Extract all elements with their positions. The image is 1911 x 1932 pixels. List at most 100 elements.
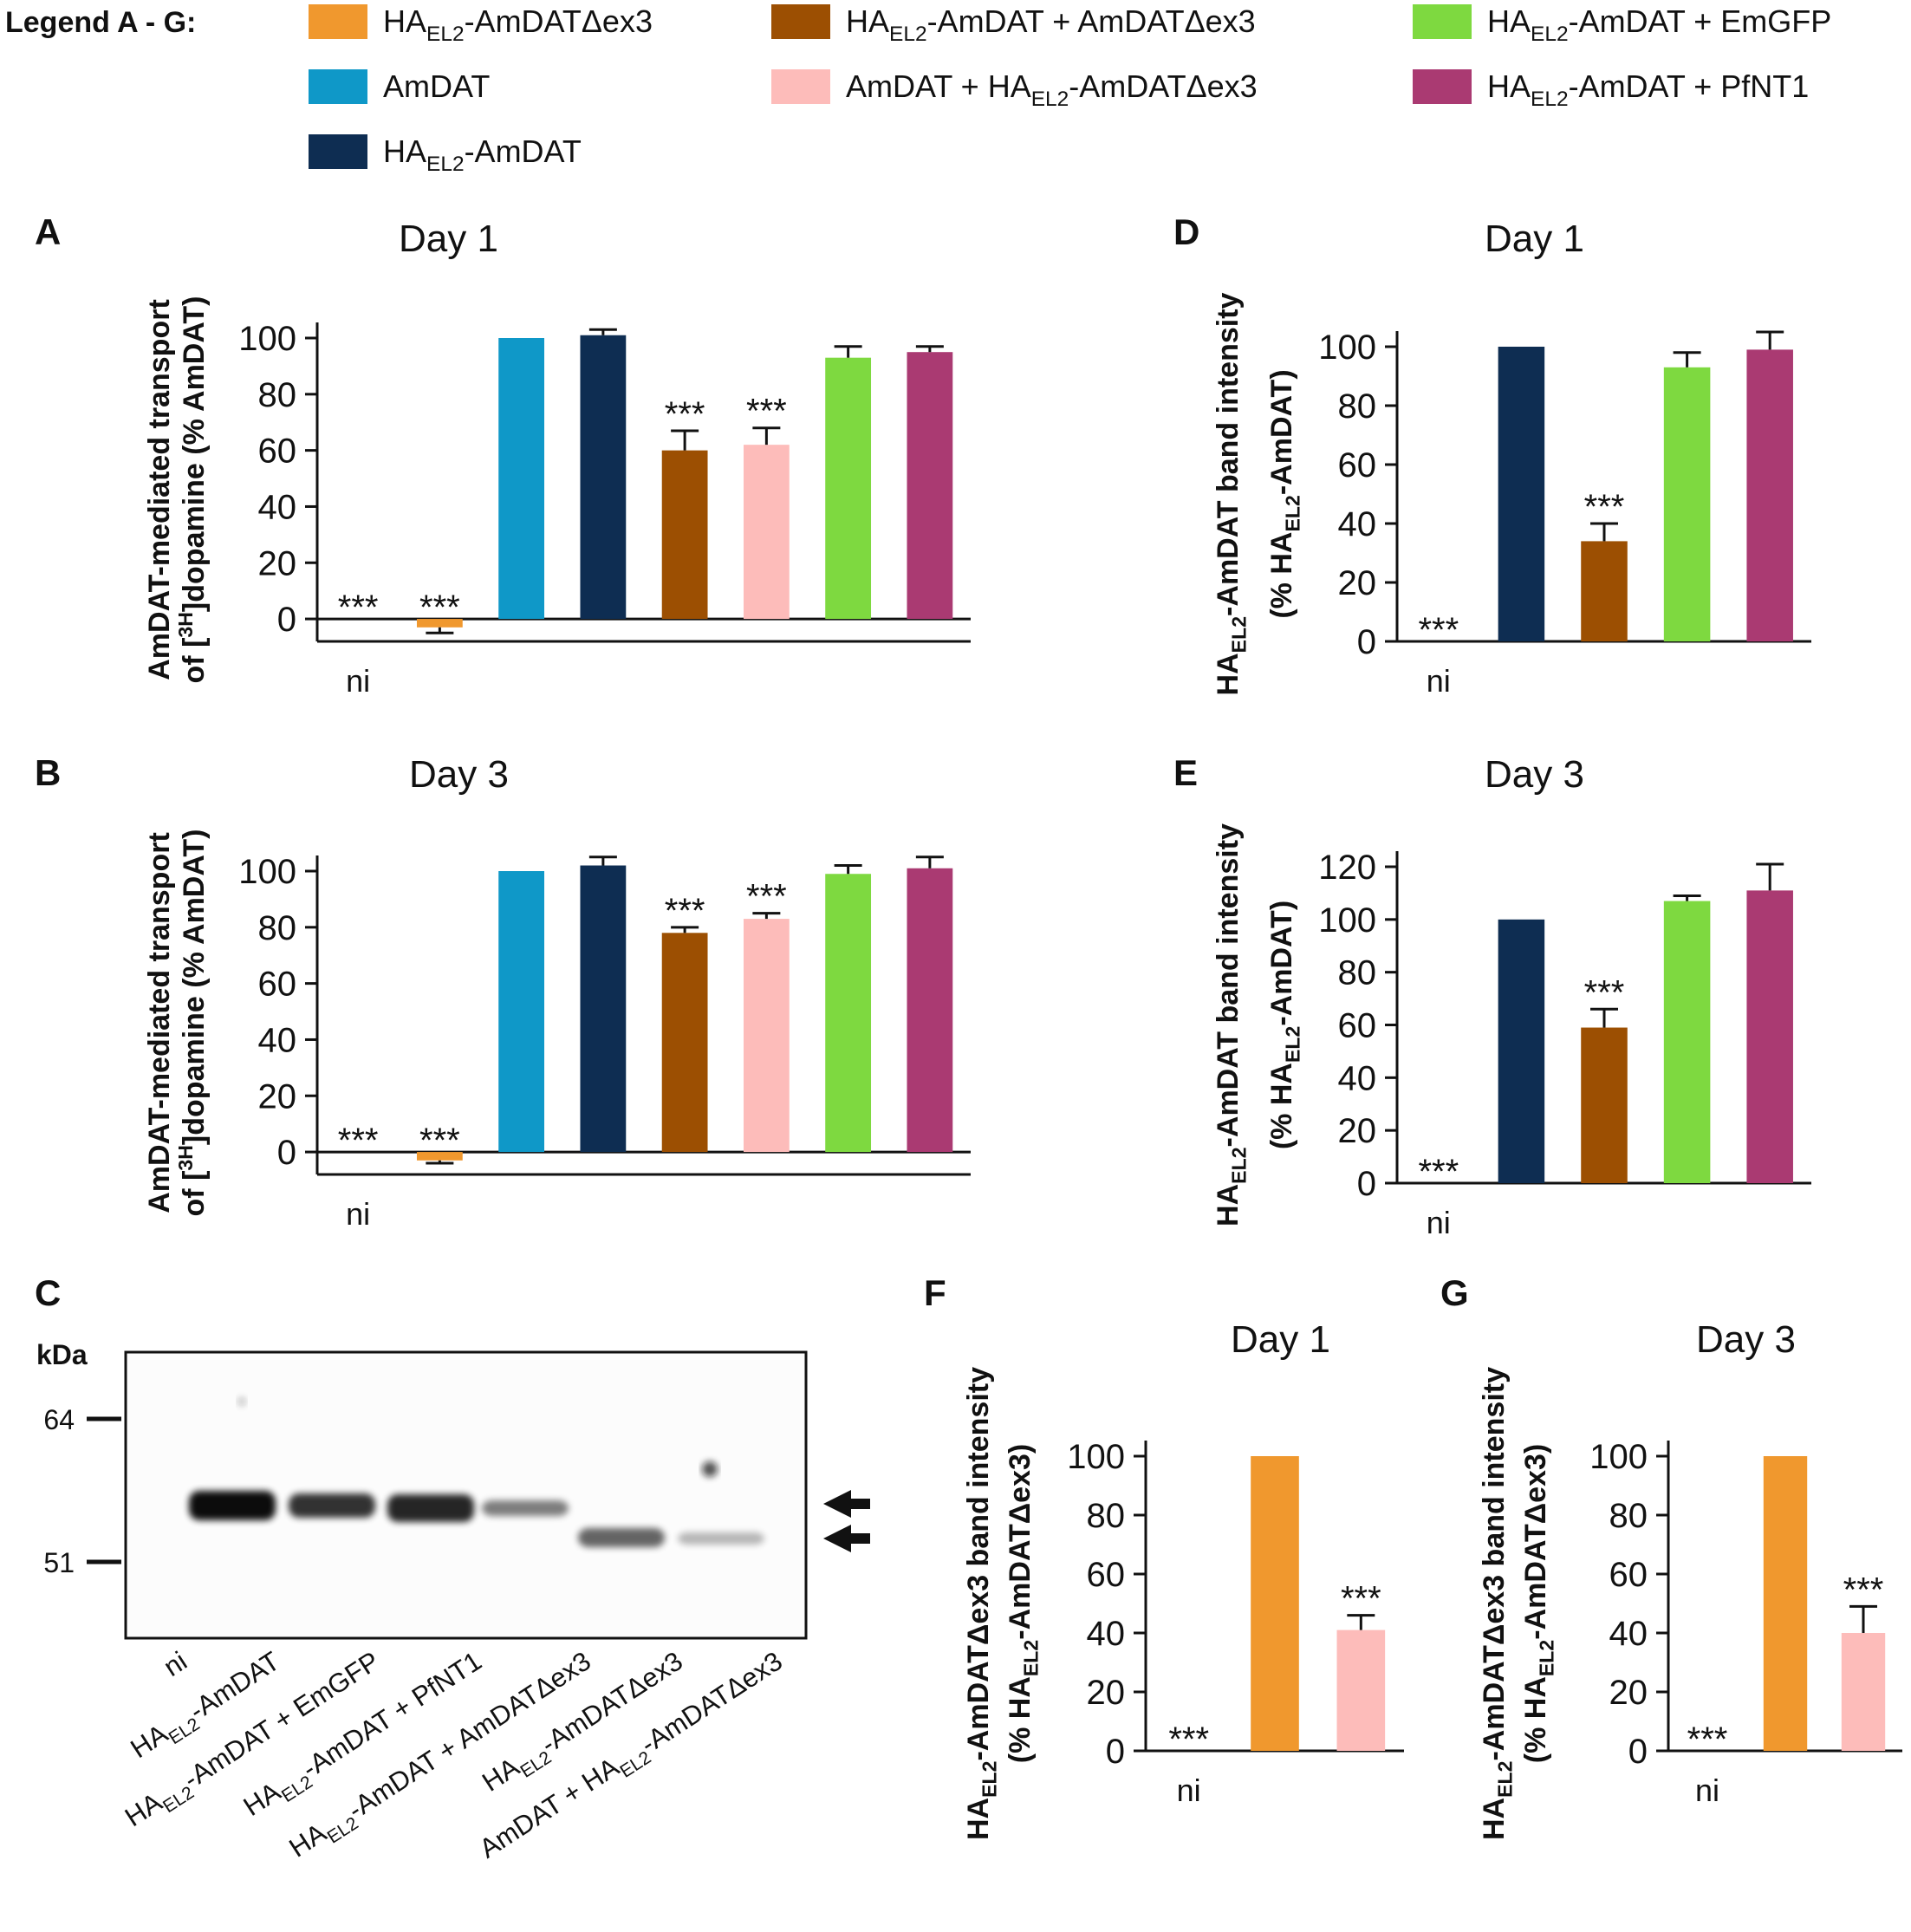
y-tick-label: 40	[258, 488, 297, 526]
legend-swatch-s7	[1413, 69, 1472, 104]
significance-ni: ***	[338, 1122, 379, 1160]
significance-ni: ***	[1687, 1721, 1728, 1759]
y-axis-label: HAEL2-AmDAT band intensity	[1212, 823, 1251, 1226]
bar-ha-el2-amdat-emgfp	[825, 357, 872, 620]
panel-d: D Day 1 0 20 40 60 80 100 *** ni *** HAEL2-AmDAT ba…	[1173, 211, 1811, 699]
panel-letter-d: D	[1173, 211, 1199, 252]
legend-swatch-s5	[771, 69, 830, 104]
legend-title: Legend A - G:	[5, 6, 196, 39]
significance-ha-el2-amdat-amdat-ex3: ***	[665, 892, 705, 930]
bar-ha-el2-amdat-emgfp	[1663, 367, 1711, 641]
y-axis-label: (% HAEL2-AmDATΔex3)	[1519, 1444, 1558, 1763]
bar-amdat-ha-el2-amdat-ex3	[743, 919, 790, 1153]
bar-ha-el2-amdat-emgfp	[1663, 901, 1711, 1183]
y-tick-label: 0	[277, 601, 296, 639]
significance-ha-el2-amdat-ex3: ***	[419, 1122, 460, 1160]
significance-amdat-ha-el2-amdat-ex3: ***	[1341, 1580, 1381, 1618]
y-axis-label: HAEL2-AmDATΔex3 band intensity	[1478, 1367, 1517, 1840]
y-tick-label: 80	[258, 376, 297, 414]
panel-letter-a: A	[35, 211, 61, 252]
band-arrow-icon	[823, 1525, 870, 1552]
y-tick-label: 20	[258, 1077, 297, 1116]
y-tick-label: 20	[1087, 1674, 1126, 1712]
bar-amdat-ha-el2-amdat-ex3	[743, 445, 790, 620]
y-tick-label: 100	[238, 320, 296, 358]
y-tick-label: 20	[258, 544, 297, 582]
significance-ni: ***	[1418, 1153, 1459, 1191]
y-tick-label: 20	[1338, 1112, 1377, 1150]
y-tick-label: 60	[1338, 446, 1377, 485]
y-tick-label: 80	[1087, 1497, 1126, 1535]
legend-swatch-s4	[771, 4, 830, 39]
chart-title: Day 1	[1485, 218, 1584, 260]
significance-ha-el2-amdat-ex3: ***	[419, 589, 460, 627]
legend-label-s7: HAEL2-AmDAT + PfNT1	[1487, 68, 1809, 111]
bar-ha-el2-amdat	[1498, 347, 1545, 641]
y-axis-label: (% HAEL2-AmDAT)	[1265, 901, 1304, 1149]
bar-ha-el2-amdat-amdat-ex3	[1581, 541, 1628, 641]
panel-letter-g: G	[1440, 1272, 1469, 1313]
y-tick-label: 0	[1357, 623, 1376, 661]
y-tick-label: 60	[1338, 1007, 1377, 1045]
panel-letter-b: B	[35, 752, 61, 793]
y-tick-label: 0	[1357, 1165, 1376, 1203]
bar-ha-el2-amdat-pfnt1	[907, 352, 953, 620]
chart-title: Day 1	[1231, 1318, 1330, 1361]
y-tick-label: 0	[1628, 1733, 1648, 1771]
y-axis-label: HAEL2-AmDATΔex3 band intensity	[962, 1367, 1001, 1840]
panel-a: A Day 1 0 20 40 60 80 100 *** ni *** *** *** AmDAT-me…	[35, 211, 971, 699]
legend-swatch-s2	[309, 69, 367, 104]
y-axis-label: (% HAEL2-AmDAT)	[1265, 369, 1304, 618]
bar-ha-el2-amdat	[1498, 919, 1545, 1183]
x-tick-label: ni	[1427, 663, 1451, 699]
y-tick-label: 60	[1609, 1556, 1648, 1594]
significance-amdat-ha-el2-amdat-ex3: ***	[1843, 1571, 1884, 1609]
y-tick-label: 80	[258, 909, 297, 947]
y-axis-label: (% HAEL2-AmDATΔex3)	[1004, 1444, 1043, 1763]
x-tick-label: ni	[346, 663, 370, 699]
legend-label-s6: HAEL2-AmDAT + EmGFP	[1487, 3, 1831, 46]
bar-ha-el2-amdat-ex3	[1251, 1456, 1299, 1751]
y-tick-label: 100	[1067, 1438, 1125, 1476]
blot-band-lane-6	[678, 1532, 764, 1545]
y-tick-label: 40	[1338, 505, 1377, 543]
y-tick-label: 100	[1318, 329, 1376, 367]
bar-ha-el2-amdat-ex3	[416, 619, 463, 628]
y-tick-label: 120	[1318, 849, 1376, 887]
y-tick-label: 20	[1338, 564, 1377, 602]
significance-amdat-ha-el2-amdat-ex3: ***	[746, 393, 787, 431]
y-tick-label: 60	[258, 966, 297, 1004]
y-axis-label: HAEL2-AmDAT band intensity	[1212, 292, 1251, 695]
y-axis-label: of [3H]dopamine (% AmDAT)	[174, 296, 211, 684]
y-tick-label: 40	[1087, 1615, 1126, 1653]
panel-b: B Day 3 0 20 40 60 80 100 *** ni *** *** *** AmDAT-me…	[35, 752, 971, 1232]
legend-label-s3: HAEL2-AmDAT	[383, 133, 582, 176]
chart-title: Day 3	[409, 753, 509, 796]
legend-swatch-s3	[309, 134, 367, 169]
bar-ha-el2-amdat-amdat-ex3	[661, 450, 708, 620]
lane-label-ni: ni	[159, 1646, 192, 1683]
panel-letter-c: C	[35, 1272, 61, 1313]
bar-amdat	[498, 871, 545, 1153]
blot-band-lane-1	[189, 1491, 276, 1520]
y-tick-label: 100	[1589, 1438, 1648, 1476]
significance-ni: ***	[338, 589, 379, 627]
kda-label: kDa	[36, 1339, 88, 1370]
y-tick-label: 60	[1087, 1556, 1126, 1594]
x-tick-label: ni	[1427, 1205, 1451, 1240]
band-arrow-icon	[823, 1490, 870, 1518]
y-tick-label: 80	[1609, 1497, 1648, 1535]
y-axis-label: AmDAT-mediated transport	[143, 832, 176, 1213]
bar-ha-el2-amdat	[580, 865, 627, 1153]
bar-ha-el2-amdat-ex3	[1763, 1456, 1808, 1751]
blot-band-lane-4	[482, 1500, 569, 1516]
bar-ha-el2-amdat-amdat-ex3	[661, 933, 708, 1153]
legend-swatch-s1	[309, 4, 367, 39]
y-tick-label: 0	[277, 1134, 296, 1172]
panel-e: E Day 3 0 20 40 60 80 100 120 *** ni *** HAEL2-AmDAT…	[1173, 752, 1811, 1240]
y-tick-label: 40	[1609, 1615, 1648, 1653]
y-tick-label: 80	[1338, 387, 1377, 426]
y-tick-label: 40	[258, 1021, 297, 1059]
